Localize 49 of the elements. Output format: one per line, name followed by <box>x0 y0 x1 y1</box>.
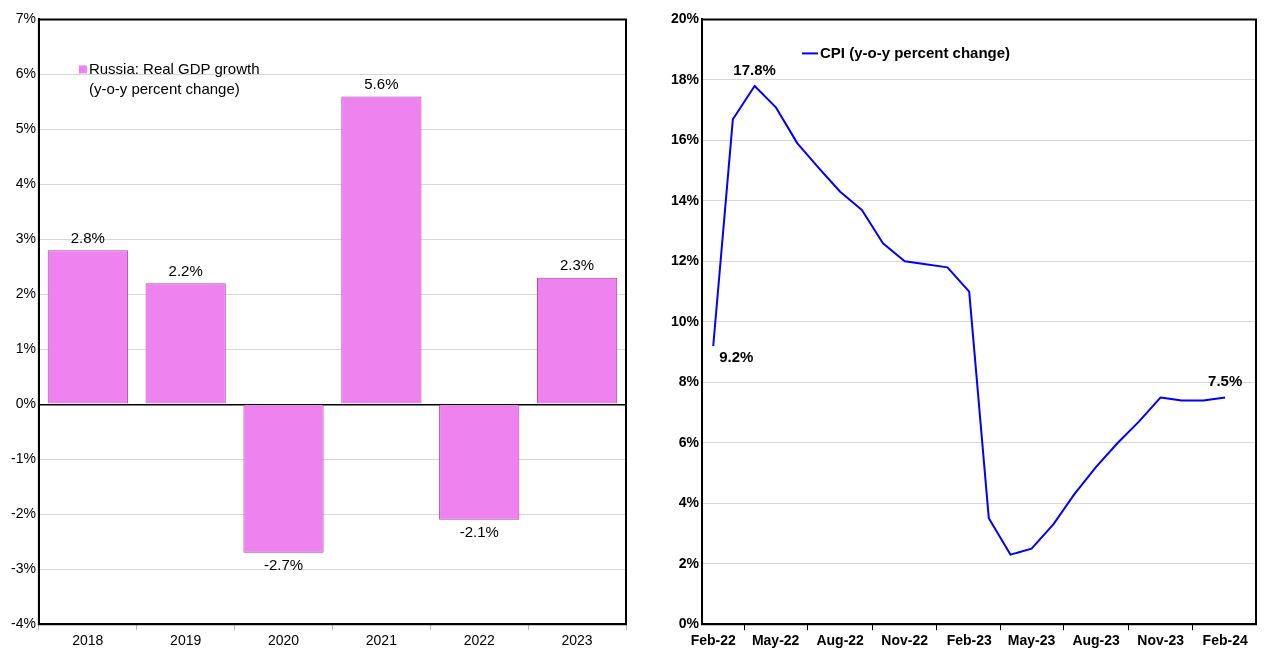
y-tick-label: -2% <box>10 505 36 522</box>
x-tick-label: Aug-23 <box>1072 632 1121 649</box>
y-tick-label: -3% <box>10 560 36 577</box>
x-tick-label: 2018 <box>72 632 104 649</box>
annotation: 9.2% <box>719 347 754 365</box>
y-tick-label: -1% <box>10 450 36 467</box>
y-tick-label: 6% <box>15 65 36 82</box>
y-tick-label: 8% <box>678 373 700 390</box>
y-tick-label: 4% <box>678 494 700 511</box>
data-label: 2.2% <box>168 261 203 279</box>
y-tick-label: 5% <box>15 120 36 137</box>
x-tick-label: May-22 <box>751 632 800 649</box>
y-tick-label: 20% <box>670 10 700 27</box>
x-tick-label: May-23 <box>1007 632 1056 649</box>
x-tick-label: 2019 <box>170 632 202 649</box>
x-tick-label: Feb-22 <box>690 632 737 649</box>
y-tick-label: 1% <box>15 340 36 357</box>
y-tick-label: 14% <box>670 191 700 208</box>
annotation: 17.8% <box>733 60 776 78</box>
x-tick-label: 2021 <box>365 632 398 649</box>
data-label: 2.3% <box>559 256 595 274</box>
y-tick-label: 12% <box>670 252 700 269</box>
y-tick-label: 2% <box>678 554 700 571</box>
x-tick-label: Aug-22 <box>816 632 865 649</box>
annotation: 7.5% <box>1208 372 1243 390</box>
y-tick-label: 0% <box>15 395 36 412</box>
data-label: -2.7% <box>263 556 304 574</box>
y-tick-label: 3% <box>15 230 36 247</box>
x-tick-label: Nov-23 <box>1137 632 1185 649</box>
x-tick-label: 2022 <box>463 632 495 649</box>
x-tick-label: 2020 <box>267 632 300 649</box>
y-tick-label: 4% <box>15 175 36 192</box>
x-tick-label: Feb-24 <box>1202 632 1248 649</box>
legend-label: CPI (y-o-y percent change) <box>820 43 1011 61</box>
y-tick-label: 7% <box>15 10 36 27</box>
y-tick-label: 6% <box>678 433 700 450</box>
y-tick-label: -4% <box>10 615 36 632</box>
data-label: -2.1% <box>459 523 499 541</box>
y-tick-label: 2% <box>15 285 36 302</box>
data-label: 2.8% <box>70 228 105 246</box>
y-tick-label: 16% <box>670 131 700 148</box>
y-tick-label: 10% <box>670 312 700 329</box>
x-tick-label: Nov-22 <box>881 632 929 649</box>
x-tick-label: Feb-23 <box>946 632 992 649</box>
data-label: 5.6% <box>364 75 399 93</box>
legend-label: Russia: Real GDP growth (y-o-y percent change) <box>88 59 260 97</box>
y-tick-label: 0% <box>678 615 700 632</box>
x-tick-label: 2023 <box>561 632 593 649</box>
y-tick-label: 18% <box>670 70 700 87</box>
